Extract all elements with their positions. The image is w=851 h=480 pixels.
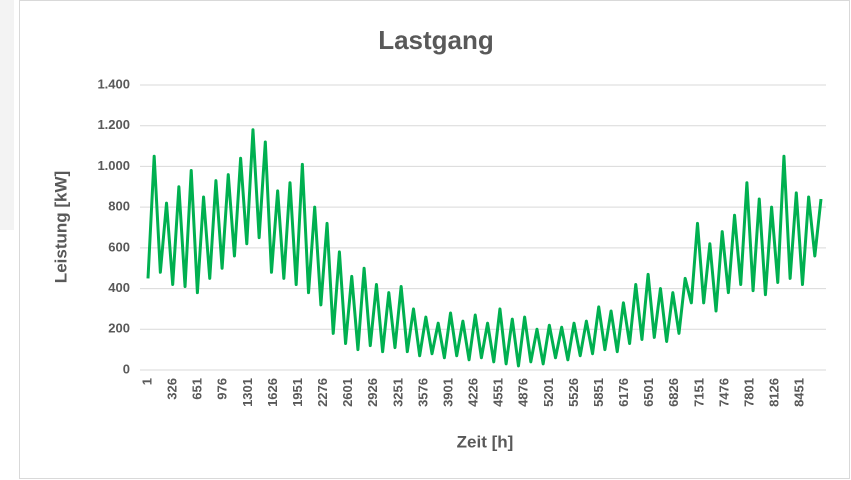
- x-tick-label: 976: [215, 378, 230, 400]
- y-tick-label: 200: [108, 321, 130, 336]
- x-tick-label: 3901: [440, 378, 455, 407]
- x-tick-label: 3251: [390, 378, 405, 407]
- x-tick-label: 1301: [240, 378, 255, 407]
- y-tick-label: 1.400: [97, 76, 130, 91]
- x-tick-label: 8126: [767, 378, 782, 407]
- x-tick-label: 4551: [491, 378, 506, 407]
- x-tick-label: 6501: [641, 378, 656, 407]
- x-tick-label: 6176: [616, 378, 631, 407]
- side-panel: [0, 0, 14, 230]
- x-tick-label: 7151: [691, 378, 706, 407]
- y-axis-label: Leistung [kW]: [51, 171, 70, 283]
- x-tick-label: 2276: [315, 378, 330, 407]
- x-axis-label: Zeit [h]: [457, 432, 514, 451]
- x-tick-label: 326: [165, 378, 180, 400]
- x-tick-label: 1951: [290, 378, 305, 407]
- x-tick-label: 4876: [516, 378, 531, 407]
- x-tick-label: 4226: [466, 378, 481, 407]
- x-tick-label: 5851: [591, 378, 606, 407]
- x-tick-label: 2601: [340, 378, 355, 407]
- x-tick-label: 6826: [666, 378, 681, 407]
- y-tick-label: 0: [123, 361, 130, 376]
- x-tick-label: 5526: [566, 378, 581, 407]
- chart-title: Lastgang: [378, 25, 494, 55]
- x-tick-label: 1: [139, 378, 154, 385]
- y-tick-label: 400: [108, 280, 130, 295]
- data-line: [146, 128, 823, 368]
- x-tick-label: 1626: [265, 378, 280, 407]
- x-tick-label: 3576: [415, 378, 430, 407]
- y-tick-label: 1.000: [97, 158, 130, 173]
- x-tick-label: 7801: [741, 378, 756, 407]
- y-tick-label: 1.200: [97, 117, 130, 132]
- x-tick-label: 651: [190, 378, 205, 400]
- x-tick-label: 2926: [365, 378, 380, 407]
- x-tick-label: 7476: [716, 378, 731, 407]
- x-tick-label: 8451: [792, 378, 807, 407]
- x-tick-label: 5201: [541, 378, 556, 407]
- y-tick-label: 800: [108, 199, 130, 214]
- y-tick-label: 600: [108, 239, 130, 254]
